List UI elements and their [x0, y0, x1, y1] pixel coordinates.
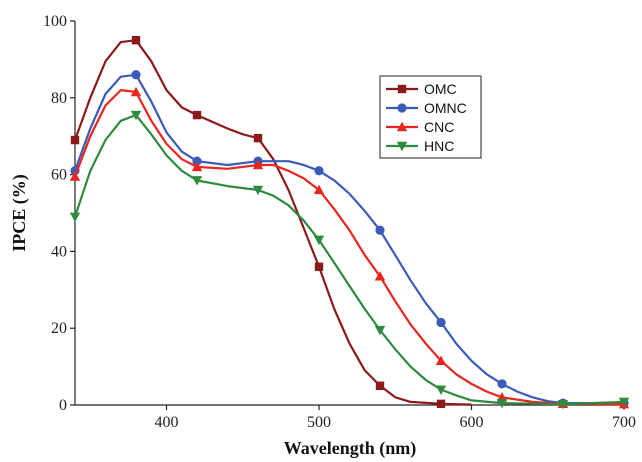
series-line-hnc	[73, 114, 625, 406]
y-tick-label: 0	[59, 397, 67, 414]
data-point-hnc	[191, 176, 203, 186]
data-point-hnc	[496, 398, 508, 409]
legend-label: OMC	[424, 81, 457, 97]
data-point-omnc	[436, 317, 446, 328]
data-point-hnc	[374, 325, 386, 336]
legend-swatch-marker	[397, 84, 407, 94]
legend-swatch-marker	[396, 121, 408, 132]
x-tick-label: 700	[612, 414, 636, 431]
data-point-hnc	[69, 212, 81, 223]
data-point-hnc	[252, 185, 264, 196]
y-tick-label: 80	[51, 90, 67, 107]
data-point-hnc	[435, 385, 447, 395]
legend-swatch-marker	[396, 141, 408, 152]
series-omc	[70, 36, 472, 409]
legend-item-cnc: CNC	[386, 119, 454, 135]
data-point-hnc	[557, 400, 569, 410]
series-layer	[69, 36, 630, 410]
data-point-omnc	[192, 156, 202, 166]
legend-label: CNC	[424, 119, 454, 135]
x-tick-label: 600	[460, 414, 484, 431]
data-point-cnc	[374, 271, 386, 281]
data-point-cnc	[252, 159, 264, 170]
y-tick-label: 20	[51, 320, 67, 337]
series-line-cnc	[73, 89, 625, 406]
data-point-hnc	[313, 235, 325, 246]
legend-swatch-marker	[397, 103, 407, 113]
y-tick-label: 100	[43, 13, 67, 30]
data-point-hnc	[618, 397, 630, 408]
legend: OMC OMNC CNC HNC	[379, 75, 482, 159]
data-point-omc	[253, 133, 263, 143]
x-tick-label: 400	[155, 414, 179, 431]
data-point-cnc	[191, 161, 203, 172]
axes	[74, 21, 624, 406]
data-point-hnc	[130, 110, 142, 121]
x-axis-title: Wavelength (nm)	[284, 438, 417, 459]
data-point-omnc	[314, 166, 324, 176]
y-tick-label: 40	[51, 243, 67, 260]
data-point-omc	[70, 135, 80, 145]
y-axis-title: IPCE (%)	[9, 174, 30, 252]
data-point-omnc	[375, 225, 385, 235]
data-point-omc	[131, 36, 141, 45]
data-point-cnc	[313, 184, 325, 195]
legend-label: OMNC	[424, 100, 467, 116]
data-point-omnc	[497, 379, 507, 389]
legend-item-omnc: OMNC	[386, 100, 467, 116]
ticks: 0 20 40 60 80 100 400 500 600 700	[43, 13, 636, 431]
series-line-omnc	[73, 73, 624, 405]
legend-label: HNC	[424, 138, 454, 154]
series-cnc	[69, 86, 630, 409]
data-point-cnc	[69, 171, 81, 181]
x-tick-label: 500	[307, 414, 331, 431]
data-point-omc	[375, 381, 385, 390]
data-point-cnc	[435, 355, 447, 366]
y-tick-label: 60	[51, 167, 67, 184]
series-omnc	[70, 70, 629, 408]
series-hnc	[69, 110, 630, 410]
data-point-omc	[436, 399, 446, 409]
legend-item-omc: OMC	[386, 81, 457, 97]
data-point-omnc	[131, 70, 141, 80]
data-point-omc	[192, 110, 202, 120]
data-point-omc	[314, 262, 324, 271]
data-point-cnc	[130, 86, 142, 97]
legend-item-hnc: HNC	[386, 138, 454, 154]
